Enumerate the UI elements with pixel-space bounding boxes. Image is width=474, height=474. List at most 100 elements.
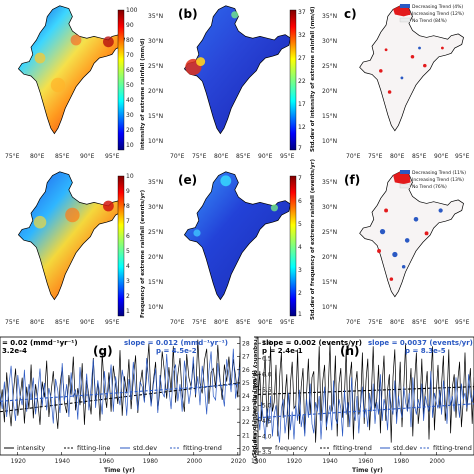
yticks-e: 35°N 30°N 25°N 20°N 15°N 10°N xyxy=(148,179,163,311)
chart-h-ytick-5: 4.5 xyxy=(262,418,272,425)
cbar-e-tick-3: 4 xyxy=(298,244,302,251)
ytick-f-0: 35°N xyxy=(322,179,337,186)
chart-h-xtick-1: 1920 xyxy=(287,458,302,465)
legend-c-swatch-notrend xyxy=(399,17,411,23)
chart-h-ytick-1: 6.5 xyxy=(262,356,272,363)
india-map-b xyxy=(183,5,292,135)
india-map-e xyxy=(183,171,292,301)
chart-g-series xyxy=(0,339,241,429)
chart-h-annot-p-blue: p = 8.3e-5 xyxy=(405,347,446,355)
chart-g-legend-intensity: intensity xyxy=(17,444,45,452)
chart-h-panel-label: (h) xyxy=(340,344,360,358)
cbar-a-tick-5: 50 xyxy=(126,82,134,89)
cbar-b-tick-5: 12 xyxy=(298,124,306,131)
cbar-d-tick-1: 9 xyxy=(126,188,130,195)
xtick-b-4: 90°E xyxy=(258,153,273,160)
chart-h-legend-frequency: frequency xyxy=(275,444,308,452)
chart-g-annot-slope-black: = 0.02 (mmd⁻¹yr⁻¹) xyxy=(2,339,78,347)
chart-g-series-intensity xyxy=(0,339,241,429)
chart-h-legend-fitting-trend: fitting-trend xyxy=(333,444,372,452)
legend-f-swatch-increasing xyxy=(400,177,410,181)
chart-h-ytick-0: 7.0 xyxy=(262,340,272,347)
xtick-e-4: 90°E xyxy=(258,319,273,326)
chart-g-panel-label: (g) xyxy=(93,344,113,358)
colorbar-e xyxy=(289,175,297,317)
ytick-e-5: 10°N xyxy=(148,304,163,311)
cbar-a-tick-1: 90 xyxy=(126,22,134,29)
india-map-a xyxy=(17,5,126,135)
panel-a: 75°E 80°E 85°E 90°E 95°E 100 90 80 70 60… xyxy=(5,5,146,160)
cbar-b-tick-6: 7 xyxy=(298,145,302,152)
chart-g-xtick-5: 2020 xyxy=(231,458,246,465)
cbar-d-tick-0: 10 xyxy=(126,173,134,180)
colorbar-a-ticks: 100 90 80 70 60 50 40 30 20 10 xyxy=(126,7,138,149)
colorbar-d-label: Frequency of extreme rainfall (events/yr… xyxy=(140,189,146,318)
chart-g-ytick-3: 25 xyxy=(242,380,250,387)
panel-d: 75°E 80°E 85°E 90°E 95°E 10 9 8 7 6 5 4 … xyxy=(5,171,146,326)
colorbar-d-ticks: 10 9 8 7 6 5 4 3 2 1 xyxy=(126,173,134,315)
xtick-c-3: 85°E xyxy=(412,153,427,160)
chart-h-ytick-3: 5.5 xyxy=(262,387,272,394)
legend-f-increasing: Increasing Trend (13%) xyxy=(412,177,464,183)
xticks-f: 70°E 75°E 80°E 85°E 90°E 95°E xyxy=(346,319,470,326)
cbar-a-tick-0: 100 xyxy=(126,7,138,14)
legend-c-notrend: No Trend (84%) xyxy=(412,18,447,24)
cbar-b-tick-3: 22 xyxy=(298,78,306,85)
cbar-e-tick-2: 5 xyxy=(298,221,302,228)
xticks-c: 70°E 75°E 80°E 85°E 90°E 95°E xyxy=(346,153,470,160)
chart-g-ylabel-right: Std.dev of Intensity (mm/d) xyxy=(252,370,258,456)
colorbar-d xyxy=(117,175,125,317)
cbar-e-tick-5: 2 xyxy=(298,290,302,297)
chart-h-series-frequency xyxy=(257,343,474,443)
colorbar-e-ticks: 7 6 5 4 3 2 1 xyxy=(298,175,302,318)
chart-g-xtick-2: 1960 xyxy=(99,458,114,465)
chart-g-annot-p-blue: p = 4.5e-2 xyxy=(156,347,197,355)
legend-c-decreasing: Decreasing Trend (4%) xyxy=(412,4,463,10)
timeseries-chart-g: 1920 1940 1960 1980 2000 2020 28 27 26 25 24 23 22 21… xyxy=(0,336,258,474)
xtick-e-0: 70°E xyxy=(170,319,185,326)
cbar-a-tick-7: 30 xyxy=(126,112,134,119)
legend-c-increasing: Increasing Trend (12%) xyxy=(412,11,464,17)
chart-h-xtick-5: 2000 xyxy=(430,458,445,465)
chart-g-legend-stddev: std.dev xyxy=(133,444,157,452)
cbar-e-tick-0: 7 xyxy=(298,175,302,182)
panel-c: 35°N 30°N 25°N 20°N 15°N 10°N c) Decreas… xyxy=(322,4,470,160)
cbar-e-tick-4: 3 xyxy=(298,267,302,274)
xtick-a-4: 95°E xyxy=(105,153,120,160)
xtick-e-1: 75°E xyxy=(192,319,207,326)
chart-g-ytick-0: 28 xyxy=(242,341,250,348)
chart-h-ytick-7: 3.5 xyxy=(262,449,272,456)
ytick-c-0: 35°N xyxy=(322,13,337,20)
legend-c-swatch-increasing xyxy=(400,11,410,15)
chart-h-trend-stddev xyxy=(257,403,474,419)
panel-b: 35°N 30°N 25°N 20°N 15°N 10°N (b) 70°E 7… xyxy=(148,5,316,160)
ytick-c-3: 20°N xyxy=(322,88,337,95)
legend-c-swatch-decreasing xyxy=(400,4,410,8)
chart-h-ytick-2: 6.0 xyxy=(262,371,272,378)
xticks-d: 75°E 80°E 85°E 90°E 95°E xyxy=(5,319,120,326)
chart-g-legend-fitting-line: fitting-line xyxy=(77,444,110,452)
colorbar-b-label: Std.dev of intensity of extreme rainfall… xyxy=(310,6,316,152)
chart-g-ytick-7: 21 xyxy=(242,432,250,439)
chart-h-annot-slope-blue: slope = 0.0037 (events/yr) xyxy=(368,339,473,347)
xtick-b-0: 70°E xyxy=(170,153,185,160)
cbar-b-tick-1: 32 xyxy=(298,32,306,39)
chart-g-ticks: 1920 1940 1960 1980 2000 2020 28 27 26 25 24 23 22 21… xyxy=(11,341,250,465)
xticks-a: 75°E 80°E 85°E 90°E 95°E xyxy=(5,153,120,160)
chart-g-annot-p-black: 3.2e-4 xyxy=(2,347,27,355)
ytick-c-4: 15°N xyxy=(322,113,337,120)
ytick-e-2: 25°N xyxy=(148,229,163,236)
cbar-d-tick-5: 5 xyxy=(126,248,130,255)
ytick-b-0: 35°N xyxy=(148,13,163,20)
colorbar-b-ticks: 37 32 27 22 17 12 7 xyxy=(298,9,306,152)
chart-g-xlabel: Time (yr) xyxy=(104,467,135,474)
ytick-e-0: 35°N xyxy=(148,179,163,186)
chart-g-ytick-6: 22 xyxy=(242,419,250,426)
panel-f: 35°N 30°N 25°N 20°N 15°N 10°N (f) Decrea… xyxy=(322,170,470,326)
chart-h-series-stddev xyxy=(257,371,474,443)
xtick-e-5: 95°E xyxy=(280,319,295,326)
chart-h-xtick-0: 1900 xyxy=(251,458,266,465)
xtick-a-0: 75°E xyxy=(5,153,20,160)
legend-f-swatch-decreasing xyxy=(400,170,410,174)
